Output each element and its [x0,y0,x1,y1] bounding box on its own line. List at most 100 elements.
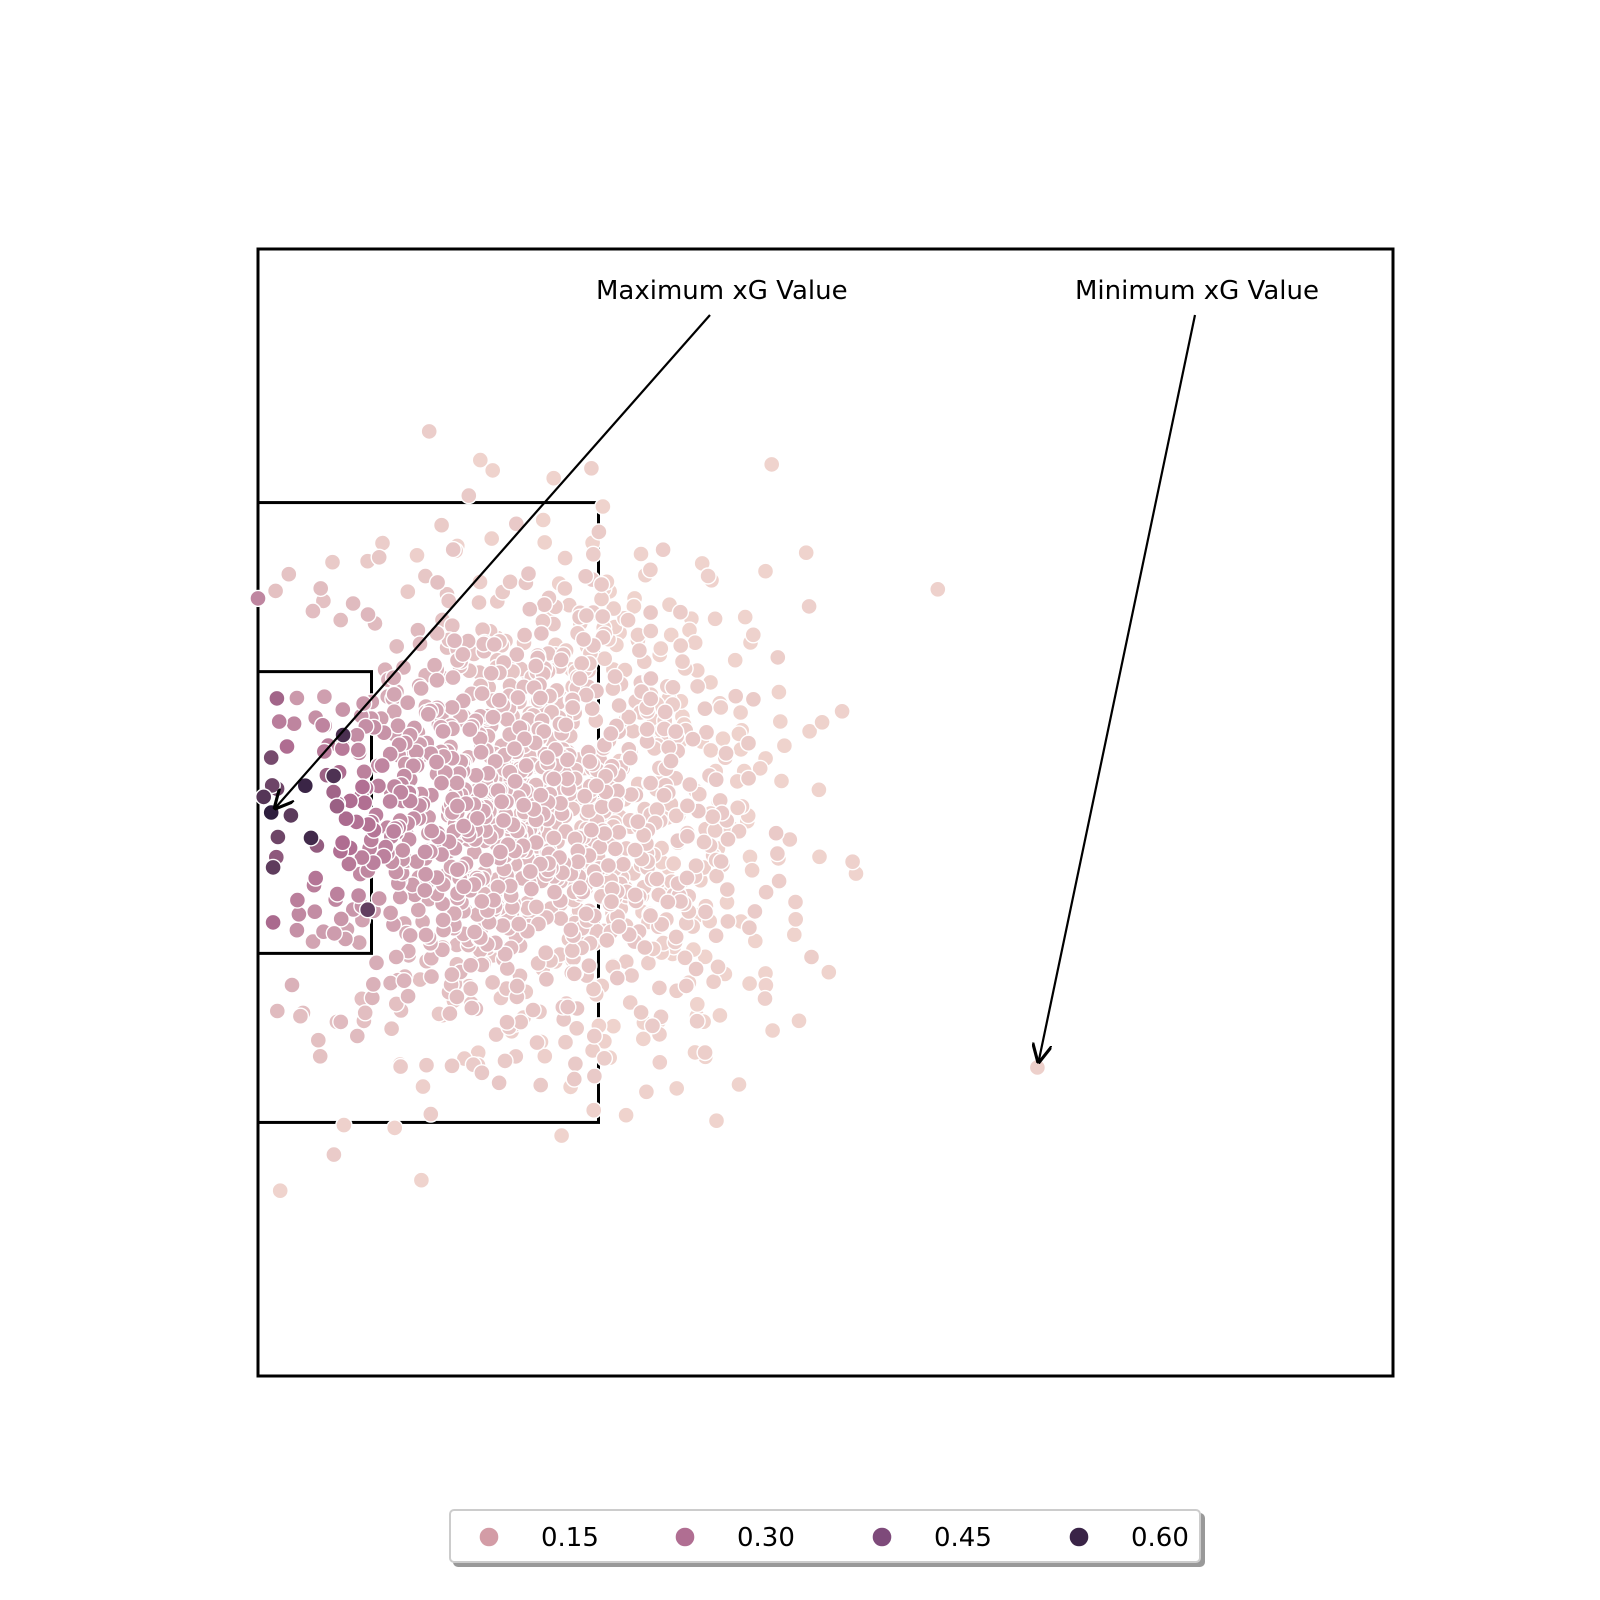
shot-point [785,926,803,944]
shot-point [664,678,682,696]
shot-point [472,743,490,761]
shot-point [416,881,434,900]
shot-point [532,624,551,643]
shot-point [490,691,508,709]
shot-point [332,910,350,928]
shot-point [443,617,461,635]
shot-point [422,967,441,986]
shot-point [537,944,555,962]
shot-point [651,1053,669,1072]
shot-point [423,822,441,840]
shot-point [558,751,577,769]
shot-point [505,740,524,758]
shot-point [386,1119,404,1137]
shot-point [521,600,539,618]
shot-point [493,793,511,811]
shot-point [584,980,603,998]
shot-point [515,796,533,814]
shot-point [688,677,707,696]
shot-point [676,949,694,967]
shot-point [373,534,392,552]
shot-point [712,698,730,717]
shot-point [323,553,342,571]
shot-point [535,596,554,614]
shot-point [672,636,690,655]
shot-point [537,970,556,988]
shot-point [702,741,720,760]
shot-point [355,763,373,781]
shot-point [719,830,737,848]
shot-point [325,924,343,943]
shot-point [656,703,674,721]
shot-point [629,813,647,831]
shot-point [344,594,362,613]
shot-point [545,469,563,487]
shot-point [454,645,472,664]
shot-point [577,905,595,923]
shot-point [487,1025,505,1044]
shot-point [667,722,685,741]
shot-point [278,737,296,756]
shot-point [416,843,434,861]
shot-point [684,730,702,748]
shot-point [695,833,713,851]
shot-point [312,579,330,598]
shot-point [719,912,737,931]
shot-point [630,641,649,660]
legend-label: 0.30 [737,1523,795,1553]
shot-point [334,726,352,744]
shot-point [641,603,660,622]
shot-point [461,720,479,739]
shot-point [585,1101,603,1119]
shot-point [532,1076,550,1094]
shot-point [833,702,851,720]
annotation-arrow [1039,314,1197,1062]
shot-point [641,561,660,579]
shot-point [595,1049,614,1068]
shot-point [820,963,838,981]
shot-point [739,734,758,752]
shot-point [686,634,704,652]
shot-point [283,976,301,994]
shot-point [565,965,583,983]
shot-point [602,724,620,743]
annotations: Maximum xG Value Minimum xG Value [275,276,1319,1062]
shot-point [473,892,491,911]
shot-point [621,993,639,1012]
shot-point [417,926,435,944]
shot-point [324,783,343,801]
shot-point [473,684,491,703]
shot-point [743,861,761,879]
shot-point [929,580,947,598]
shot-point [654,541,672,559]
shot-point [590,523,608,541]
shot-point [688,1012,706,1030]
shot-point [545,829,563,847]
shot-point [659,893,677,911]
shot-point [667,807,685,825]
shot-point [490,1074,508,1092]
shot-point [604,1017,623,1035]
shot-point [422,1105,440,1123]
shot-point [389,717,407,735]
shot-point [335,1116,353,1134]
shot-point [472,782,490,800]
shot-point [417,1056,436,1074]
shot-point [687,960,705,978]
shot-point [509,688,527,707]
shot-point [448,988,466,1006]
shot-point [707,867,726,885]
shot-point [414,1077,432,1096]
shot-point [420,422,438,441]
shot-point [448,861,467,879]
shot-point [739,769,758,787]
shot-point [332,611,350,629]
shot-point [574,630,593,649]
shot-point [770,683,788,701]
shot-point [775,737,794,755]
shot-point [626,886,644,904]
shot-point [409,901,427,919]
shot-points [249,422,1047,1200]
shot-point [727,687,745,705]
